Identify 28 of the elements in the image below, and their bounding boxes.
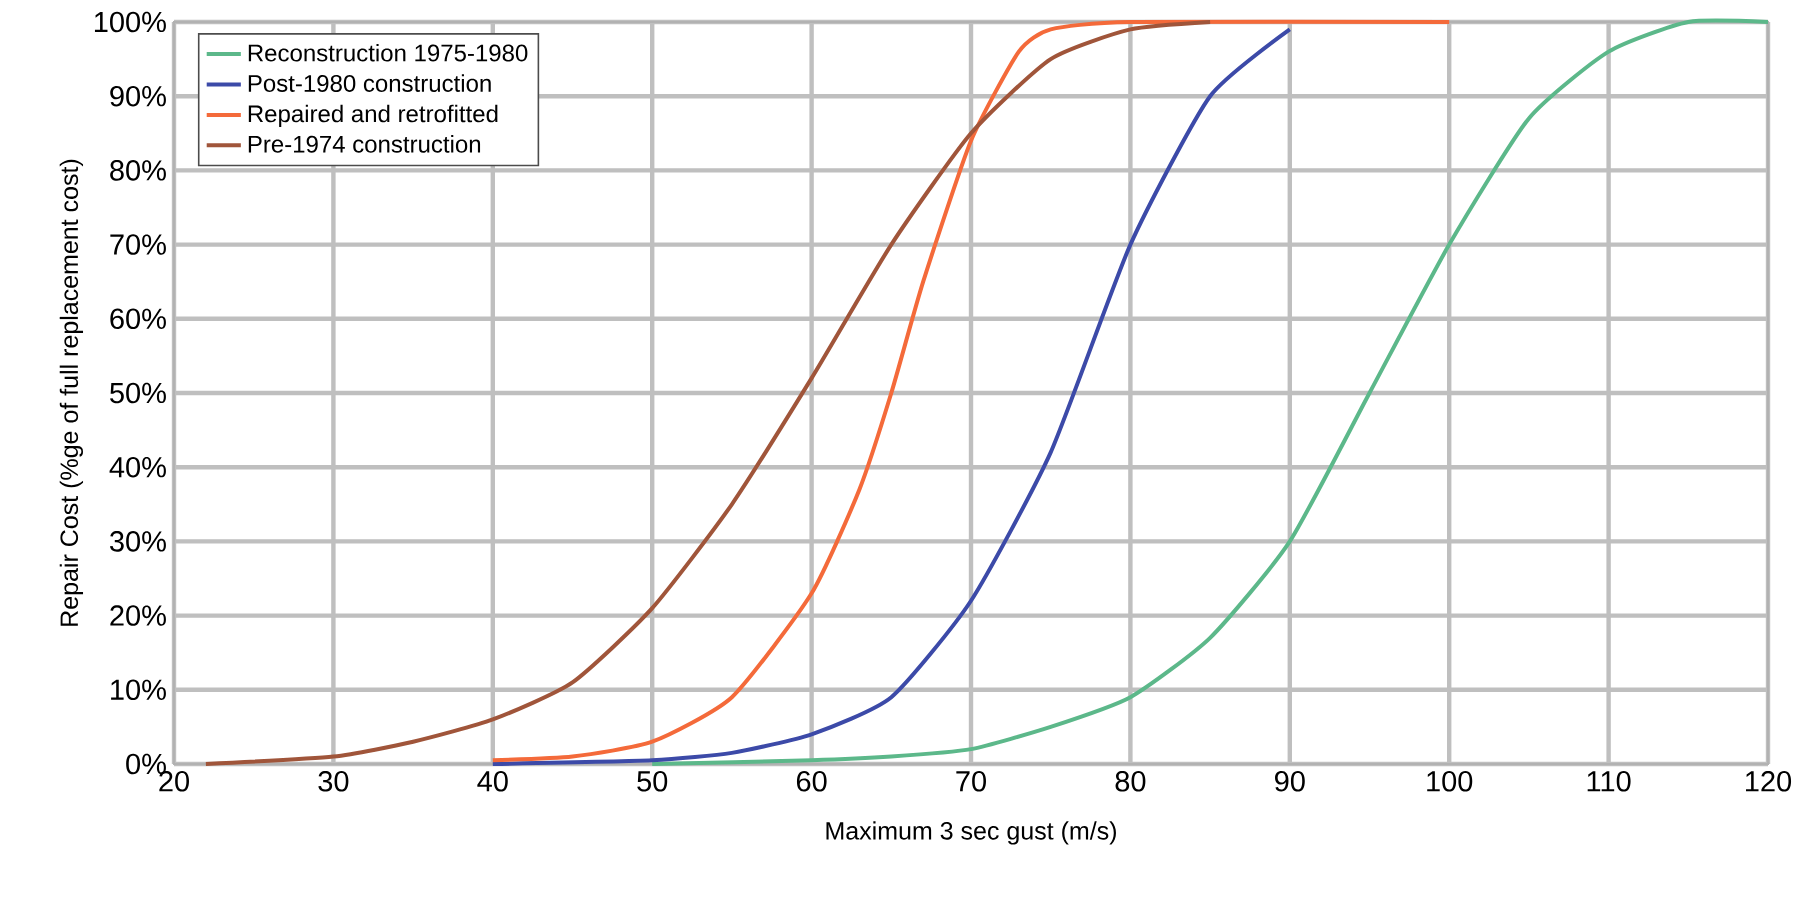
x-tick-label: 30 (318, 771, 349, 792)
x-axis-title: Maximum 3 sec gust (m/s) (826, 821, 1116, 845)
y-tick-label: 90% (110, 85, 166, 107)
x-tick-label: 110 (1587, 771, 1631, 792)
y-axis-title: Repair Cost (%ge of full replacement cost) (59, 159, 84, 626)
y-tick-label: 80% (110, 160, 166, 181)
y-tick-label: 30% (109, 531, 166, 552)
x-tick-label: 70 (956, 771, 986, 792)
x-tick-label: 90 (1275, 771, 1305, 792)
y-tick-label: 60% (110, 308, 166, 330)
legend-label: Pre-1974 construction (248, 135, 481, 153)
y-tick-label: 20% (110, 605, 166, 626)
y-tick-label: 70% (110, 234, 166, 255)
legend-label: Post-1980 construction (248, 74, 491, 92)
x-tick-label: 80 (1115, 771, 1146, 792)
y-tick-label: 50% (110, 382, 166, 404)
y-tick-label: 100% (94, 11, 166, 33)
x-tick-label: 100 (1427, 771, 1473, 792)
legend-label: Repaired and retrofitted (248, 104, 498, 128)
x-tick-label: 50 (637, 771, 668, 792)
y-tick-label: 10% (111, 679, 166, 701)
y-tick-label: 40% (109, 456, 166, 478)
x-tick-label: 120 (1746, 771, 1792, 792)
line-series (203, 19, 1213, 766)
x-tick-label: 40 (477, 771, 508, 792)
x-tick-label: 60 (796, 771, 827, 792)
line-series (650, 18, 1771, 766)
legend-label: Reconstruction 1975-1980 (248, 43, 528, 62)
